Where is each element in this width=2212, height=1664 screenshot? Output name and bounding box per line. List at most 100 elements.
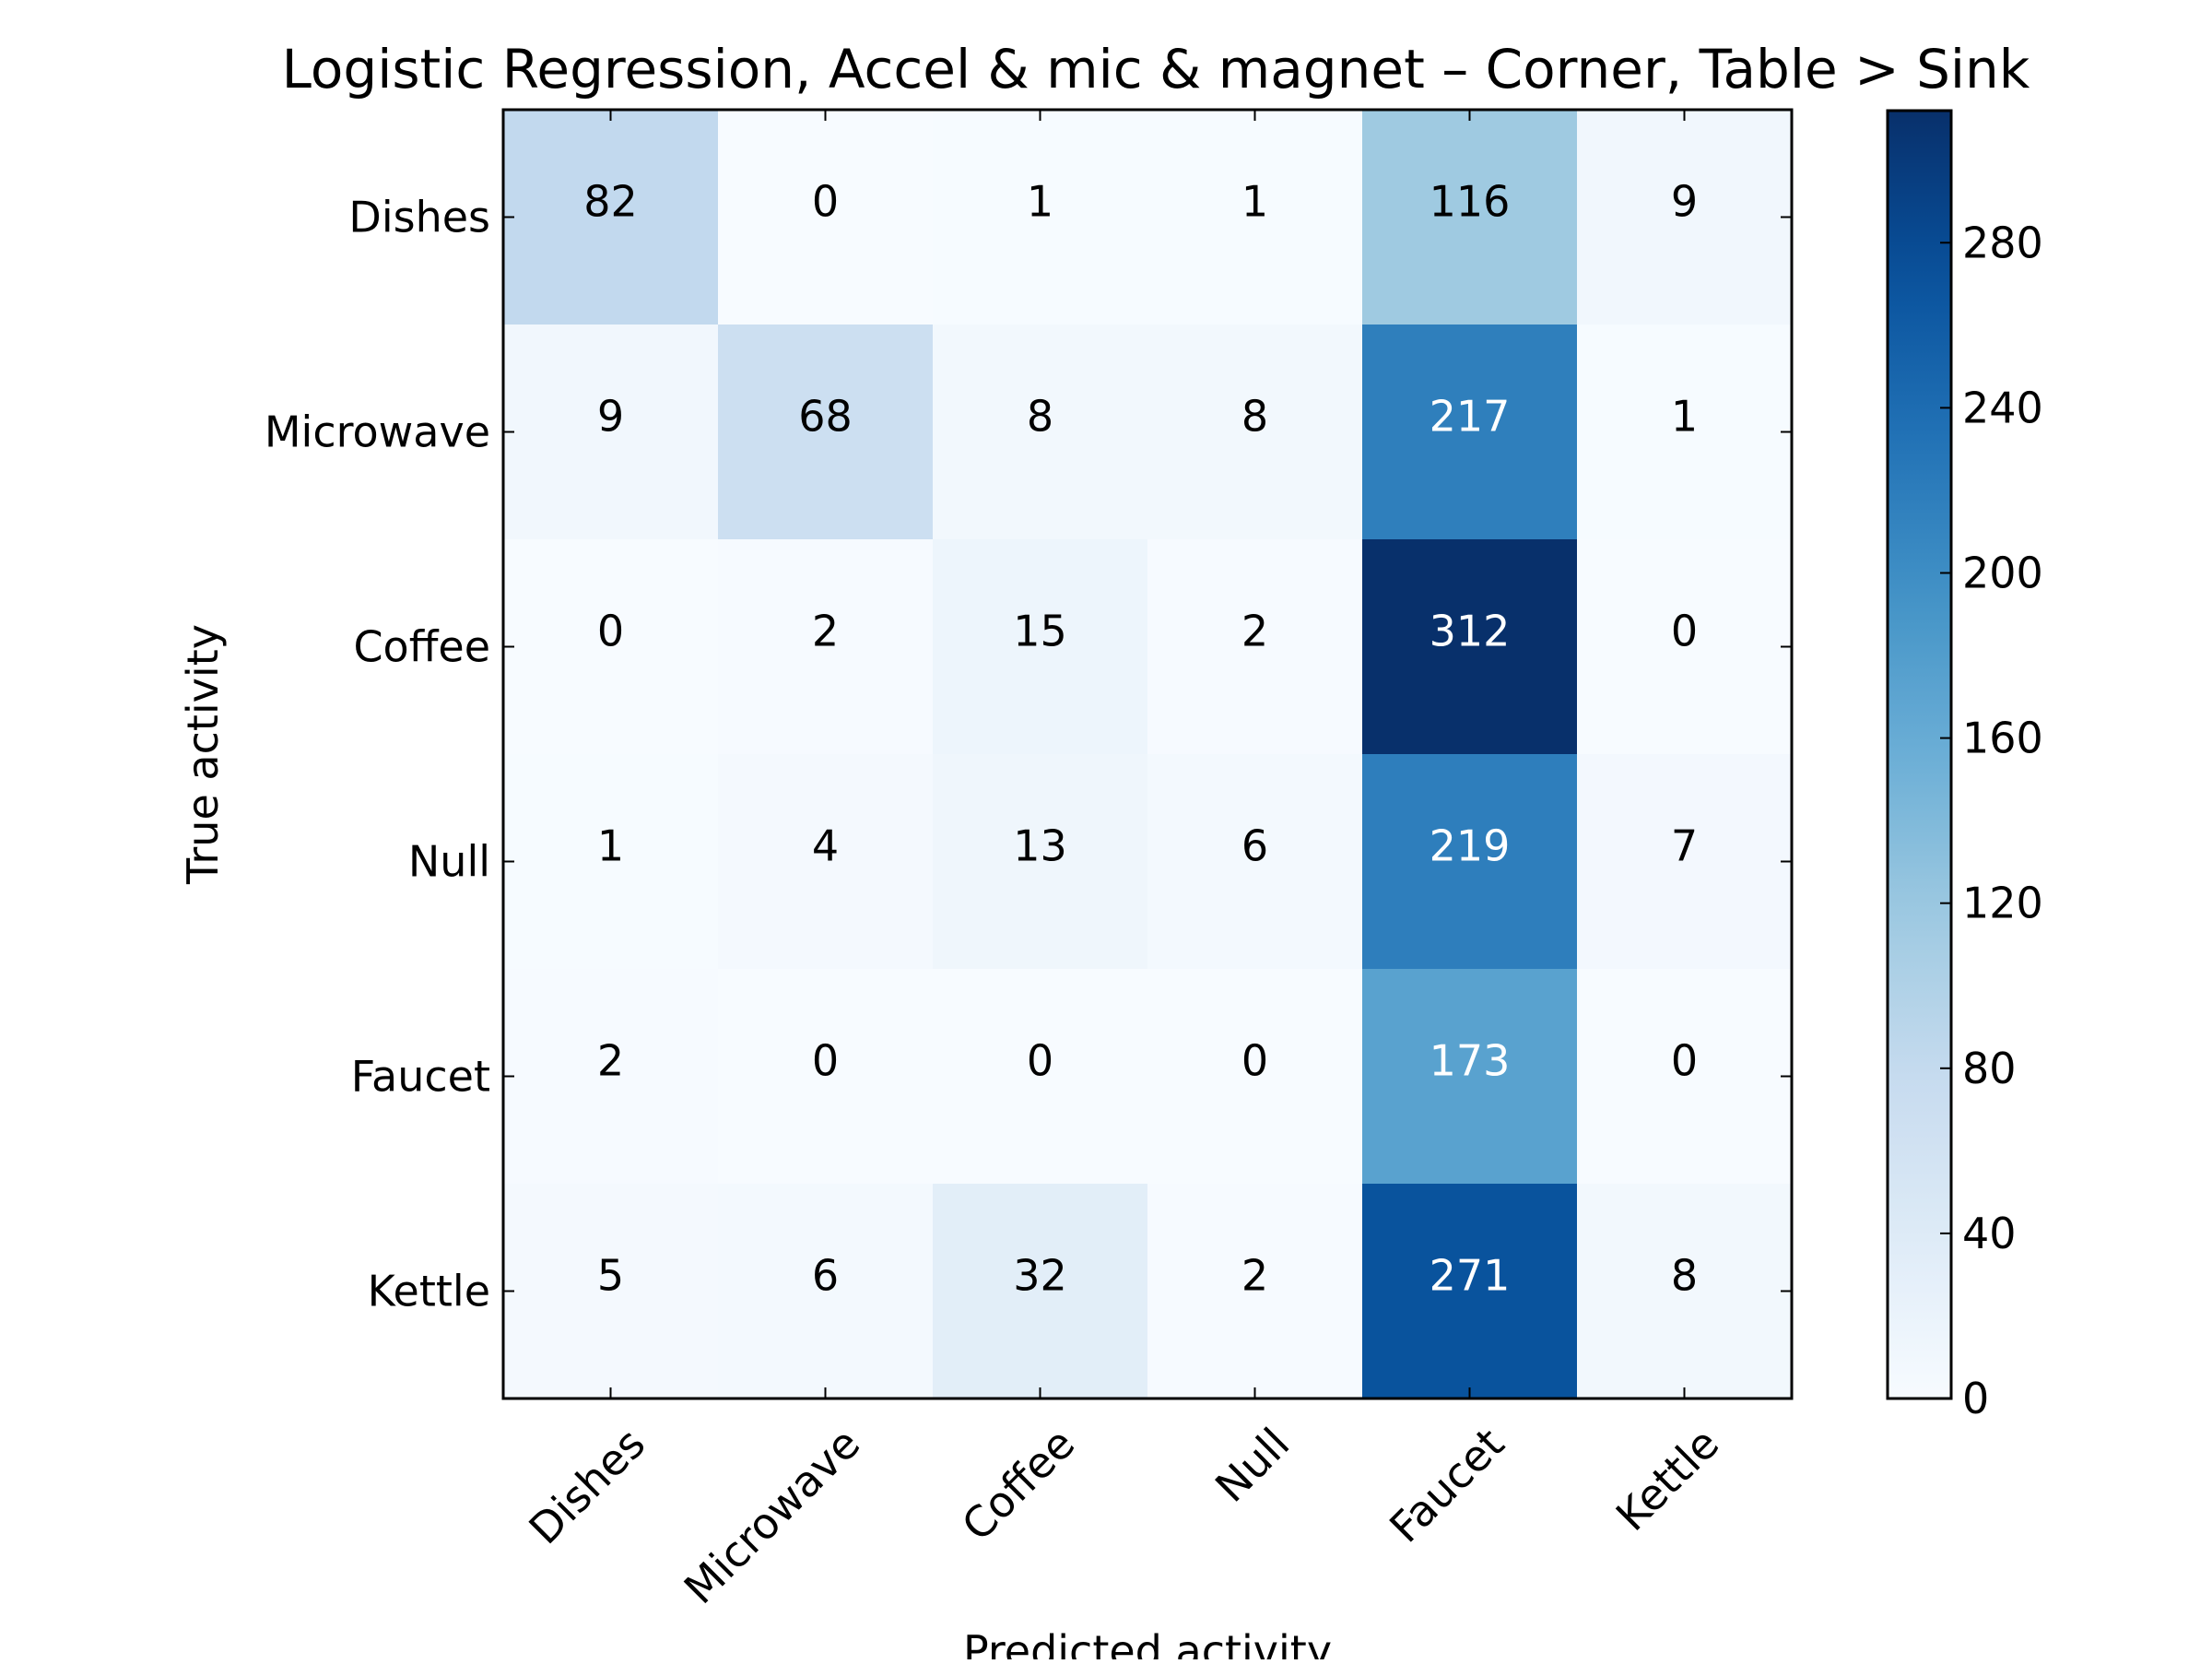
x-tick-label: Kettle (1606, 1419, 1728, 1540)
heatmap-cell-kettle-coffee (933, 1184, 1148, 1399)
colorbar-ticks: 0 40 80 120 160 200 240 280 (1940, 218, 2043, 1423)
heatmap-cell-dishes-coffee (933, 110, 1148, 325)
cell-value-label: 13 (1013, 821, 1067, 871)
heatmap-cell-microwave-faucet (1362, 325, 1578, 540)
cell-value-label: 9 (597, 392, 624, 442)
cell-value-label: 173 (1430, 1036, 1511, 1086)
cell-value-label: 271 (1430, 1251, 1511, 1301)
cell-value-label: 15 (1013, 607, 1067, 656)
cell-value-label: 116 (1430, 177, 1511, 227)
cell-value-label: 5 (597, 1251, 624, 1301)
heatmap-cell-faucet-microwave (718, 969, 934, 1185)
cell-value-label: 32 (1013, 1251, 1067, 1301)
heatmap-cell-faucet-kettle (1577, 969, 1793, 1185)
cell-value-label: 6 (812, 1251, 839, 1301)
heatmap-cell-dishes-dishes (503, 110, 719, 325)
x-tick-label: Coffee (952, 1419, 1084, 1551)
x-tick-label: Null (1206, 1419, 1299, 1512)
heatmap-cell-coffee-faucet (1362, 539, 1578, 755)
heatmap-cell-null-null (1147, 754, 1363, 970)
cell-value-label: 0 (1241, 1036, 1268, 1086)
heatmap-cell-coffee-microwave (718, 539, 934, 755)
heatmap-cells (503, 110, 1793, 1399)
colorbar-tick-label: 0 (1962, 1374, 1989, 1423)
heatmap-cell-kettle-microwave (718, 1184, 934, 1399)
cell-value-label: 1 (1671, 392, 1698, 442)
y-tick-label: Microwave (265, 407, 490, 457)
cell-value-label: 217 (1430, 392, 1511, 442)
heatmap-cell-microwave-coffee (933, 325, 1148, 540)
heatmap-cell-coffee-null (1147, 539, 1363, 755)
cell-value-labels: 82 0 1 1 116 99 68 8 8 217 10 2 15 2 312 01 4 13 6 219 72 0 0 0… (583, 177, 1698, 1301)
colorbar-tick-label: 80 (1962, 1044, 2017, 1093)
cell-value-label: 219 (1430, 821, 1511, 871)
cell-value-label: 82 (583, 177, 638, 227)
cell-value-label: 8 (1671, 1251, 1698, 1301)
cell-value-label: 0 (1027, 1036, 1053, 1086)
y-tick-label: Kettle (368, 1267, 490, 1316)
cell-value-label: 8 (1241, 392, 1268, 442)
heatmap-cell-null-kettle (1577, 754, 1793, 970)
cell-value-label: 7 (1671, 821, 1698, 871)
cell-value-label: 1 (1027, 177, 1053, 227)
y-axis-label: True activity (178, 624, 228, 885)
cell-value-label: 0 (1671, 607, 1698, 656)
colorbar (1886, 109, 1953, 1400)
cell-value-label: 2 (597, 1036, 624, 1086)
y-tick-label: Coffee (353, 622, 490, 672)
heatmap-cell-null-faucet (1362, 754, 1578, 970)
plot-frame (501, 108, 1794, 1400)
cell-value-label: 2 (812, 607, 839, 656)
colorbar-tick-label: 280 (1962, 218, 2043, 267)
heatmap-cell-dishes-null (1147, 110, 1363, 325)
heatmap-cell-null-dishes (503, 754, 719, 970)
chart-title: Logistic Regression, Accel & mic & magne… (282, 38, 2030, 100)
y-tick-label: Dishes (348, 193, 490, 242)
heatmap-cell-microwave-null (1147, 325, 1363, 540)
cell-value-label: 312 (1430, 607, 1511, 656)
heatmap-cell-kettle-dishes (503, 1184, 719, 1399)
x-tick-label: Faucet (1380, 1419, 1513, 1552)
cell-value-label: 0 (812, 177, 839, 227)
cell-value-label: 8 (1027, 392, 1053, 442)
heatmap-cell-kettle-kettle (1577, 1184, 1793, 1399)
heatmap-cell-kettle-null (1147, 1184, 1363, 1399)
cell-value-label: 2 (1241, 607, 1268, 656)
colorbar-tick-label: 160 (1962, 714, 2043, 763)
heatmap-cell-null-coffee (933, 754, 1148, 970)
cell-value-label: 1 (597, 821, 624, 871)
heatmap-cell-dishes-kettle (1577, 110, 1793, 325)
heatmap-cell-coffee-kettle (1577, 539, 1793, 755)
heatmap-cell-faucet-faucet (1362, 969, 1578, 1185)
cell-value-label: 9 (1671, 177, 1698, 227)
heatmap-cell-microwave-dishes (503, 325, 719, 540)
heatmap-cell-coffee-dishes (503, 539, 719, 755)
colorbar-tick-label: 120 (1962, 879, 2043, 928)
y-tick-label: Faucet (351, 1052, 490, 1102)
cell-value-label: 6 (1241, 821, 1268, 871)
cell-value-label: 0 (812, 1036, 839, 1086)
heatmap-cell-microwave-kettle (1577, 325, 1793, 540)
colorbar-tick-label: 200 (1962, 548, 2043, 597)
x-axis-label: Predicted activity (963, 1626, 1332, 1659)
cell-value-label: 68 (798, 392, 853, 442)
y-tick-label: Null (408, 837, 490, 887)
cell-value-label: 0 (597, 607, 624, 656)
x-tick-label: Microwave (675, 1419, 870, 1614)
cell-value-label: 1 (1241, 177, 1268, 227)
heatmap-cell-null-microwave (718, 754, 934, 970)
heatmap-cell-dishes-microwave (718, 110, 934, 325)
heatmap-cell-dishes-faucet (1362, 110, 1578, 325)
cell-value-label: 4 (812, 821, 839, 871)
heatmap-cell-kettle-faucet (1362, 1184, 1578, 1399)
heatmap-cell-faucet-null (1147, 969, 1363, 1185)
colorbar-tick-label: 240 (1962, 383, 2043, 432)
heatmap-cell-faucet-coffee (933, 969, 1148, 1185)
x-tick-label: Dishes (519, 1419, 654, 1554)
y-axis-ticks: Dishes Microwave Coffee Null Faucet Kettle (265, 193, 1792, 1316)
heatmap-cell-coffee-coffee (933, 539, 1148, 755)
heatmap-cell-microwave-microwave (718, 325, 934, 540)
cell-value-label: 2 (1241, 1251, 1268, 1301)
